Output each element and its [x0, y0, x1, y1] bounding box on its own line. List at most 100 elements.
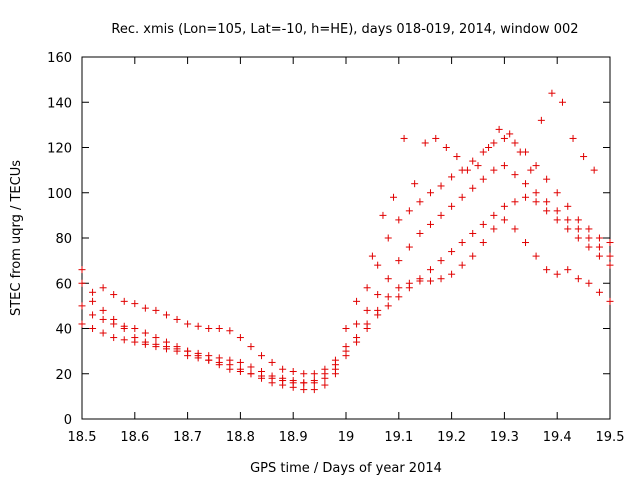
data-point: [580, 153, 588, 161]
data-point: [469, 184, 477, 192]
data-point: [184, 320, 192, 328]
y-tick-label: 80: [55, 232, 72, 247]
data-point: [279, 365, 287, 373]
data-point: [110, 291, 118, 299]
data-point: [606, 297, 614, 305]
data-point: [416, 229, 424, 237]
data-point: [426, 220, 434, 228]
data-point: [426, 277, 434, 285]
data-point: [585, 234, 593, 242]
data-point: [173, 315, 181, 323]
data-point: [99, 315, 107, 323]
data-point: [363, 320, 371, 328]
data-point: [500, 202, 508, 210]
data-point: [162, 311, 170, 319]
y-tick-label: 100: [47, 187, 72, 202]
data-point: [522, 239, 530, 247]
data-point: [564, 202, 572, 210]
data-point: [500, 162, 508, 170]
data-point: [99, 329, 107, 337]
y-tick-label: 0: [64, 413, 72, 428]
data-point: [437, 275, 445, 283]
data-point: [215, 361, 223, 369]
data-point: [574, 225, 582, 233]
data-point: [226, 365, 234, 373]
data-point: [89, 311, 97, 319]
data-point: [537, 116, 545, 124]
data-point: [595, 234, 603, 242]
x-tick-label: 18.5: [68, 430, 97, 445]
y-axis-label: STEC from uqrg / TECUs: [9, 160, 24, 316]
data-point: [141, 329, 149, 337]
data-point: [405, 243, 413, 251]
data-point: [384, 293, 392, 301]
x-tick-label: 18.9: [279, 430, 308, 445]
data-point: [463, 166, 471, 174]
data-point: [194, 322, 202, 330]
data-point: [89, 325, 97, 332]
x-tick-label: 19.5: [596, 430, 625, 445]
data-point: [395, 293, 403, 301]
data-point: [300, 386, 308, 394]
data-point: [574, 234, 582, 242]
data-point: [247, 343, 255, 351]
data-point: [479, 175, 487, 183]
data-point: [411, 180, 419, 188]
data-point: [384, 234, 392, 242]
data-point: [99, 306, 107, 314]
data-point: [247, 363, 255, 371]
data-point: [574, 275, 582, 283]
data-point: [606, 239, 614, 247]
data-point: [606, 261, 614, 269]
data-point: [490, 211, 498, 219]
y-tick-label: 140: [47, 96, 72, 111]
data-point: [384, 302, 392, 310]
x-tick-label: 18.6: [120, 430, 149, 445]
x-tick-label: 18.7: [173, 430, 202, 445]
data-point: [543, 266, 551, 274]
data-point: [89, 297, 97, 305]
data-point: [595, 252, 603, 260]
data-point: [490, 225, 498, 233]
y-tick-label: 20: [55, 368, 72, 383]
data-point: [353, 320, 361, 328]
data-point: [321, 370, 329, 378]
data-point: [500, 134, 508, 142]
data-point: [268, 374, 276, 382]
x-tick-label: 19.3: [490, 430, 519, 445]
data-point: [479, 220, 487, 228]
data-point: [558, 98, 566, 106]
data-point: [110, 334, 118, 342]
data-point: [321, 381, 329, 389]
data-point: [374, 261, 382, 269]
data-point: [78, 266, 86, 274]
data-point: [548, 89, 556, 97]
data-point: [131, 334, 139, 342]
data-point: [479, 148, 487, 156]
data-point: [469, 229, 477, 237]
data-point: [490, 139, 498, 147]
data-point: [564, 216, 572, 224]
data-point: [78, 279, 86, 287]
data-point: [506, 130, 514, 138]
data-point: [152, 340, 160, 348]
data-point: [289, 379, 297, 387]
data-point: [469, 157, 477, 165]
data-point: [543, 175, 551, 183]
data-point: [416, 277, 424, 285]
y-tick-label: 120: [47, 142, 72, 157]
data-point: [353, 334, 361, 342]
data-point: [363, 284, 371, 292]
data-point: [458, 193, 466, 201]
data-point: [374, 291, 382, 299]
data-point: [500, 216, 508, 224]
data-point: [564, 225, 572, 233]
data-point: [532, 189, 540, 197]
data-point: [511, 198, 519, 206]
data-point: [131, 325, 139, 332]
data-point: [437, 211, 445, 219]
data-point: [405, 279, 413, 287]
data-point: [152, 306, 160, 314]
data-point: [141, 338, 149, 346]
